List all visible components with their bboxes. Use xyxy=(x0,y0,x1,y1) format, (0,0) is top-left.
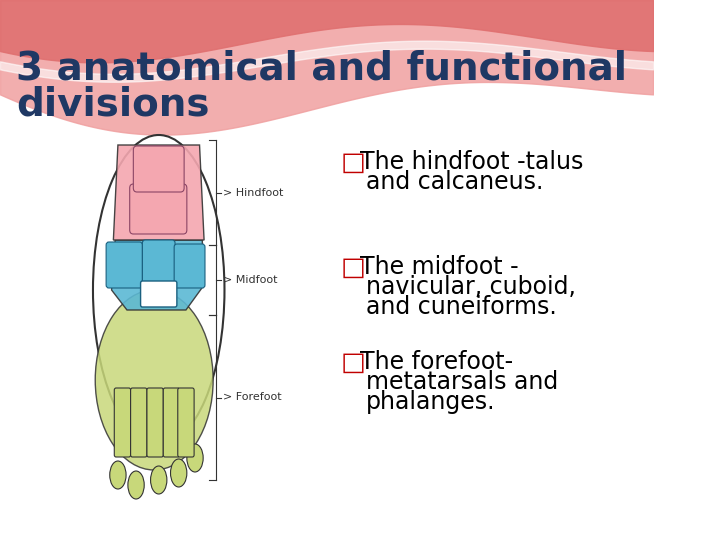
Text: > Forefoot: > Forefoot xyxy=(223,393,282,402)
FancyBboxPatch shape xyxy=(147,388,163,457)
FancyBboxPatch shape xyxy=(174,244,205,288)
FancyBboxPatch shape xyxy=(143,240,175,288)
Ellipse shape xyxy=(150,466,167,494)
Text: navicular, cuboid,: navicular, cuboid, xyxy=(366,275,575,299)
Text: divisions: divisions xyxy=(17,85,210,123)
Polygon shape xyxy=(113,145,204,240)
FancyBboxPatch shape xyxy=(106,242,143,288)
Text: > Midfoot: > Midfoot xyxy=(223,275,278,285)
FancyBboxPatch shape xyxy=(133,146,184,192)
Text: 3 anatomical and functional: 3 anatomical and functional xyxy=(17,50,627,88)
Ellipse shape xyxy=(171,459,187,487)
Text: > Hindfoot: > Hindfoot xyxy=(223,187,284,198)
FancyBboxPatch shape xyxy=(163,388,179,457)
Ellipse shape xyxy=(95,290,213,470)
FancyBboxPatch shape xyxy=(130,388,147,457)
Text: metatarsals and: metatarsals and xyxy=(366,370,558,394)
Ellipse shape xyxy=(109,461,126,489)
FancyBboxPatch shape xyxy=(140,281,177,307)
Ellipse shape xyxy=(128,471,144,499)
Text: phalanges.: phalanges. xyxy=(366,390,495,414)
Text: and calcaneus.: and calcaneus. xyxy=(366,170,543,194)
Text: □: □ xyxy=(340,150,365,176)
Text: The midfoot -: The midfoot - xyxy=(360,255,518,279)
Text: □: □ xyxy=(340,350,365,376)
Ellipse shape xyxy=(187,444,203,472)
Polygon shape xyxy=(112,240,204,310)
Text: The forefoot-: The forefoot- xyxy=(360,350,513,374)
FancyBboxPatch shape xyxy=(178,388,194,457)
Text: The hindfoot -talus: The hindfoot -talus xyxy=(360,150,583,174)
FancyBboxPatch shape xyxy=(130,184,187,234)
FancyBboxPatch shape xyxy=(114,388,130,457)
Text: and cuneiforms.: and cuneiforms. xyxy=(366,295,557,319)
Text: □: □ xyxy=(340,255,365,281)
